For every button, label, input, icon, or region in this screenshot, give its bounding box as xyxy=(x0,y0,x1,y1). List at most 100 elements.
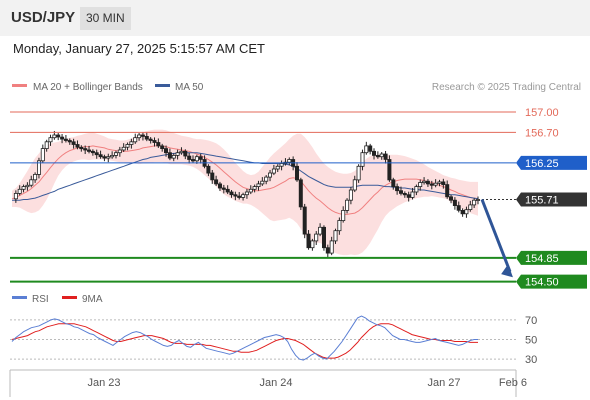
levels: 157.00 156.70 156.25 155.71 154.85 154.50 xyxy=(10,107,587,289)
candle-up xyxy=(110,154,115,158)
candle-up xyxy=(433,182,438,186)
candle-down xyxy=(402,192,407,196)
candle-down xyxy=(60,136,65,140)
candle-up xyxy=(356,165,361,181)
candle-down xyxy=(445,184,450,198)
candle-up xyxy=(37,160,42,175)
candle-down xyxy=(83,148,88,151)
symbol-title: USD/JPY xyxy=(11,9,76,26)
candle-up xyxy=(248,188,253,193)
candle-up xyxy=(48,137,53,143)
candle-down xyxy=(387,159,392,181)
candle-up xyxy=(414,186,419,193)
candle-up xyxy=(179,150,184,154)
rsi-line xyxy=(11,315,478,361)
candle-up xyxy=(360,152,365,167)
rsi-pane: 70 50 30 xyxy=(10,315,537,366)
x-axis-ticks: Jan 23 Jan 24 Jan 27 Feb 6 xyxy=(87,377,527,389)
candle-up xyxy=(410,191,415,198)
level-label-156.70: 156.70 xyxy=(525,127,559,139)
forecast-arrow-head xyxy=(501,264,513,278)
candle-up xyxy=(468,204,473,210)
candle-down xyxy=(90,150,95,154)
candle-down xyxy=(75,144,80,148)
candle-down xyxy=(237,195,242,198)
candle-down xyxy=(67,140,72,143)
candle-down xyxy=(187,155,192,160)
x-tick-label: Jan 23 xyxy=(87,377,120,389)
candle-down xyxy=(163,148,168,154)
candle-down xyxy=(152,140,157,143)
candle-up xyxy=(194,156,199,162)
candle-down xyxy=(140,134,145,137)
chart-header: USD/JPY 30 MIN xyxy=(0,0,590,36)
candle-down xyxy=(198,156,203,160)
candle-up xyxy=(464,209,469,215)
candle-down xyxy=(190,159,195,162)
ma20-legend-label: MA 20 + Bollinger Bands xyxy=(33,82,143,93)
candle-down xyxy=(102,156,107,159)
timeframe-button[interactable]: 30 MIN xyxy=(80,7,131,30)
ma20-line xyxy=(11,145,479,215)
candle-down xyxy=(94,152,99,156)
candle-up xyxy=(348,189,353,201)
candle-down xyxy=(460,209,465,215)
candle-down xyxy=(425,180,430,185)
level-tag-156.25 xyxy=(516,155,587,170)
candle-up xyxy=(175,152,180,156)
candle-down xyxy=(183,150,188,157)
x-tick-label: Jan 27 xyxy=(427,377,460,389)
candle-down xyxy=(63,138,68,141)
candle-up xyxy=(244,191,249,196)
candle-down xyxy=(79,146,84,150)
level-tag-154.50 xyxy=(516,274,587,289)
candle-up xyxy=(52,134,57,139)
rsi-tick-30: 30 xyxy=(525,354,537,366)
level-label-154.50: 154.50 xyxy=(525,277,559,289)
candle-down xyxy=(452,199,457,206)
candle-down xyxy=(160,145,165,149)
candle-up xyxy=(171,154,176,159)
candle-down xyxy=(298,179,303,208)
candle-up xyxy=(121,146,126,151)
candle-up xyxy=(279,163,284,167)
candle-up xyxy=(117,149,122,154)
ma50-legend-swatch xyxy=(155,84,170,87)
candle-down xyxy=(167,152,172,159)
candle-down xyxy=(302,206,307,235)
candle-up xyxy=(29,179,34,186)
candle-down xyxy=(321,226,326,249)
candle-up xyxy=(264,176,269,182)
candle-up xyxy=(271,168,276,174)
candle-up xyxy=(33,173,38,181)
candle-down xyxy=(156,142,161,147)
rsi-tick-70: 70 xyxy=(525,315,537,327)
credit-text: Research © 2025 Trading Central xyxy=(432,82,581,93)
rsi-ma-legend-swatch xyxy=(62,296,77,299)
candle-down xyxy=(448,196,453,201)
candle-up xyxy=(472,199,477,206)
candle-down xyxy=(225,188,230,193)
candle-down xyxy=(56,134,61,138)
candle-up xyxy=(267,172,272,178)
candle-down xyxy=(144,135,149,140)
x-tick-label: Jan 24 xyxy=(259,377,292,389)
candle-down xyxy=(229,191,234,196)
candle-up xyxy=(352,179,357,191)
candle-down xyxy=(206,165,211,174)
candle-down xyxy=(71,141,76,145)
candle-up xyxy=(341,209,346,221)
candle-up xyxy=(252,186,257,190)
ma20-legend-swatch xyxy=(12,84,27,87)
candle-down xyxy=(233,194,238,197)
candle-up xyxy=(133,137,138,143)
candle-down xyxy=(406,194,411,198)
candle-down xyxy=(325,247,330,254)
candle-down xyxy=(441,181,446,185)
candle-up xyxy=(337,220,342,232)
candle-down xyxy=(221,187,226,190)
rsi-tick-50: 50 xyxy=(525,335,537,347)
candle-down xyxy=(391,179,396,188)
candle-up xyxy=(418,182,423,187)
rsi-legend-swatch xyxy=(12,296,27,299)
